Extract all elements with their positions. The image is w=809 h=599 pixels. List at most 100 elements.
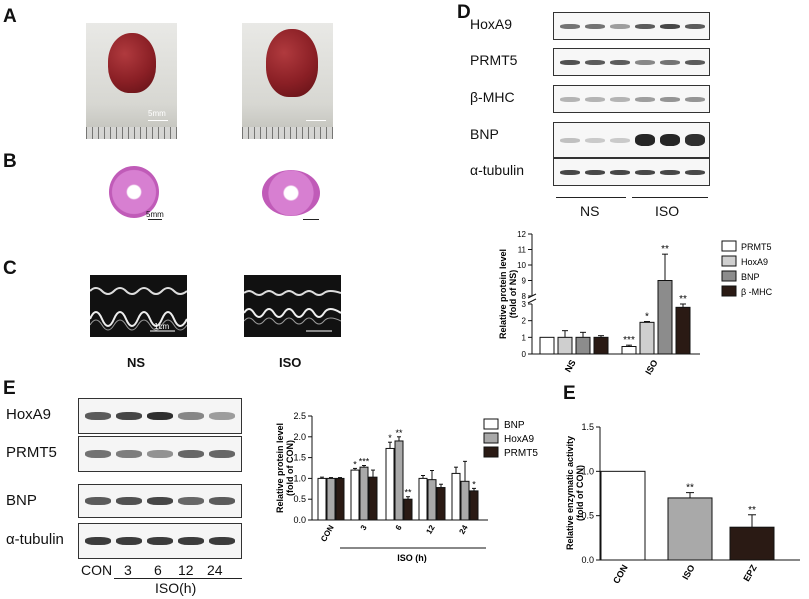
scale-bar xyxy=(306,120,326,121)
x-tick-label: ISO xyxy=(643,358,659,376)
blot-strip-4 xyxy=(553,158,710,186)
axis-break xyxy=(527,298,537,304)
blot-band xyxy=(116,412,142,420)
blot-strip-1 xyxy=(553,48,710,76)
x-tick-label: CON xyxy=(611,563,630,585)
bar-BNP-CON xyxy=(317,477,327,521)
blot-band xyxy=(560,96,580,102)
blot-band xyxy=(685,96,705,102)
group-line-ns xyxy=(556,197,626,198)
lane-label-0: CON xyxy=(81,562,113,578)
legend-swatch xyxy=(721,270,737,282)
blot-band xyxy=(660,59,680,65)
y-tick-label: 1.0 xyxy=(581,466,594,476)
blot-band xyxy=(116,450,142,458)
y-axis-label-line: (fold of NS) xyxy=(508,270,518,319)
blot-band xyxy=(685,169,705,175)
blot-band xyxy=(560,59,580,65)
panel-label-b: B xyxy=(3,151,17,172)
x-tick-label: 3 xyxy=(359,523,369,532)
legend-label: BNP xyxy=(504,420,525,431)
bar-PRMT5-24 xyxy=(469,490,479,521)
significance-mark: ** xyxy=(679,294,687,305)
group-line-iso xyxy=(632,197,708,198)
x-tick-label: EPZ xyxy=(741,563,759,584)
blot-band xyxy=(85,450,111,458)
blot-band xyxy=(660,169,680,175)
heart-photo-iso xyxy=(242,23,333,139)
blot-band xyxy=(178,497,204,505)
significance-mark: ** xyxy=(661,244,669,255)
blot-row-label-1: PRMT5 xyxy=(6,444,57,461)
scale-bar xyxy=(303,219,319,220)
blot-band xyxy=(635,169,655,175)
bar-HoxA9-6 xyxy=(394,440,404,521)
y-axis-label: Relative protein level(fold of NS) xyxy=(498,249,518,339)
blot-band xyxy=(610,23,630,29)
blot-band xyxy=(85,497,111,505)
histology-ns xyxy=(109,166,159,218)
significance-mark: * xyxy=(388,433,392,443)
significance-mark: ** xyxy=(748,505,756,516)
blot-band xyxy=(560,137,580,143)
blot-band xyxy=(585,96,605,102)
bar-ISO xyxy=(667,497,713,561)
legend-swatch xyxy=(483,432,499,444)
lane-label-1: 3 xyxy=(124,562,132,578)
blot-band xyxy=(209,412,235,420)
blot-row-label-3: α-tubulin xyxy=(6,531,64,548)
blot-band xyxy=(610,137,630,143)
legend-label: BNP xyxy=(741,272,760,282)
significance-mark: ** xyxy=(395,428,403,438)
lane-label-4: 24 xyxy=(207,562,223,578)
blot-band xyxy=(585,23,605,29)
legend-swatch xyxy=(483,446,499,458)
bar-PRMT5-NS xyxy=(539,336,555,355)
echo-iso xyxy=(244,275,341,337)
significance-mark: * xyxy=(645,312,649,323)
legend-swatch xyxy=(483,418,499,430)
bar-HoxA9-24 xyxy=(460,480,470,521)
blot-band xyxy=(147,497,173,505)
bar-BNP-6 xyxy=(385,447,395,521)
blot-band xyxy=(635,59,655,65)
panel-label-d: D xyxy=(457,2,471,23)
group-label-iso: ISO xyxy=(655,203,680,219)
bar-HoxA9-CON xyxy=(326,477,336,521)
ruler xyxy=(86,127,177,139)
legend-swatch xyxy=(721,285,737,297)
blot-row-label-1: PRMT5 xyxy=(470,52,518,68)
blot-band xyxy=(560,23,580,29)
legend-swatch xyxy=(721,255,737,267)
x-tick-label: ISO xyxy=(680,563,696,581)
x-axis-group-label: ISO (h) xyxy=(397,553,427,563)
y-tick-label: 8 xyxy=(522,292,527,301)
bar-HoxA9-12 xyxy=(427,479,437,521)
y-tick-label: 2 xyxy=(522,317,527,326)
y-tick-label: 0.0 xyxy=(293,515,306,525)
bar-PRMT5-3 xyxy=(368,476,378,521)
legend-label: PRMT5 xyxy=(504,448,538,459)
blot-row-label-4: α-tubulin xyxy=(470,162,525,178)
blot-band xyxy=(178,450,204,458)
significance-mark: ** xyxy=(686,483,694,494)
group-label-iso: ISO xyxy=(279,355,302,370)
bar-EPZ xyxy=(729,526,775,561)
blot-band xyxy=(178,537,204,545)
y-tick-label: 3 xyxy=(522,300,527,309)
significance-mark: *** xyxy=(623,335,635,346)
y-tick-label: 1 xyxy=(522,333,527,342)
blot-band xyxy=(560,169,580,175)
blot-band xyxy=(116,537,142,545)
scale-label-a: 5mm xyxy=(148,109,166,118)
histology-iso xyxy=(262,170,320,216)
scale-bar-b xyxy=(148,219,162,220)
echo-ns: 1cm xyxy=(90,275,187,337)
panel-label-c: C xyxy=(3,258,17,279)
blot-band xyxy=(660,96,680,102)
lane-label-2: 6 xyxy=(154,562,162,578)
blot-band xyxy=(585,59,605,65)
bar-HoxA9-3 xyxy=(359,466,369,521)
blot-band xyxy=(635,96,655,102)
y-tick-label: 1.5 xyxy=(293,453,306,463)
